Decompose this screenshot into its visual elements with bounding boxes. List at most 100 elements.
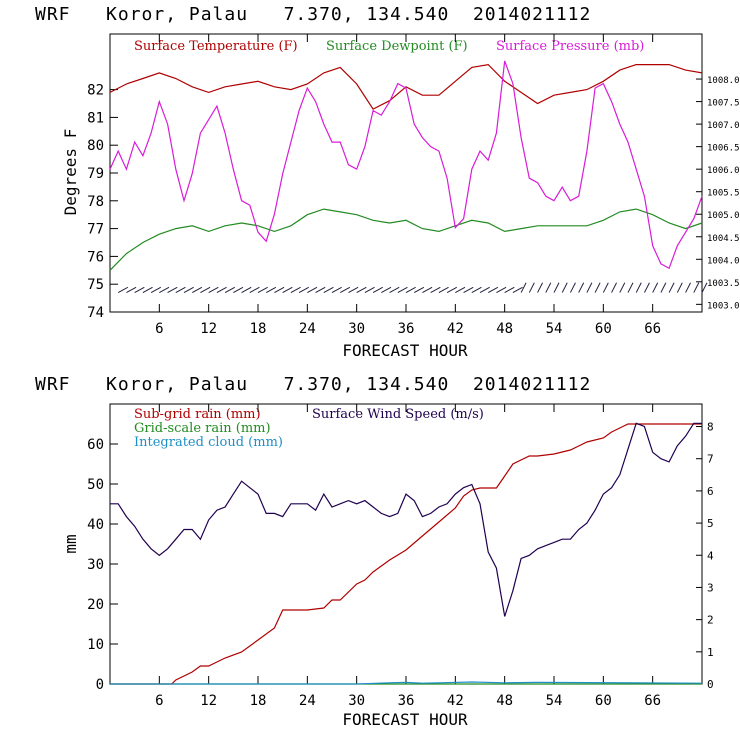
wind-barb — [216, 286, 227, 293]
wind-barb — [257, 286, 268, 293]
wind-barb — [389, 286, 400, 293]
y-tick-label: 30 — [87, 557, 104, 573]
x-tick-label: 54 — [546, 693, 563, 709]
integrated-cloud-line — [110, 681, 703, 685]
y-axis-ticks: 0 10 20 30 40 50 60 — [87, 437, 118, 693]
y-tick-label: 50 — [87, 477, 104, 493]
right-axis-ticks: 0 1 2 3 4 5 6 7 8 — [696, 421, 714, 691]
x-tick-label: 18 — [250, 321, 267, 337]
wind-barb — [381, 286, 392, 293]
wind-barb — [290, 286, 301, 293]
wind-barb — [627, 282, 634, 293]
wind-barb — [520, 282, 527, 293]
x-tick-label: 60 — [595, 321, 612, 337]
x-tick-label: 66 — [644, 693, 661, 709]
right-tick-label: 1007.0 — [707, 121, 740, 131]
wind-barb — [504, 286, 515, 293]
right-tick-label: 2 — [707, 614, 714, 627]
x-tick-label: 6 — [155, 321, 163, 337]
x-axis-ticks: 6 12 18 24 30 36 42 48 54 60 66 — [155, 404, 661, 709]
y-tick-label: 81 — [87, 110, 104, 126]
right-tick-label: 3 — [707, 581, 714, 594]
y-tick-label: 82 — [87, 83, 104, 99]
y-tick-label: 60 — [87, 437, 104, 453]
x-tick-label: 18 — [250, 693, 267, 709]
wind-barb — [430, 286, 441, 293]
right-tick-label: 8 — [707, 421, 714, 434]
pressure-line — [109, 60, 703, 270]
chart-title: WRF Koror, Palau 7.370, 134.540 20140211… — [35, 4, 591, 25]
x-tick-label: 48 — [496, 321, 513, 337]
wind-barb — [652, 282, 659, 293]
wind-barb — [372, 286, 384, 293]
wind-barb — [668, 282, 675, 293]
wind-barb — [249, 286, 260, 293]
plot-frame — [109, 33, 703, 313]
wind-barb — [348, 286, 359, 293]
x-tick-label: 36 — [398, 693, 415, 709]
x-axis-ticks: 6 12 18 24 30 36 42 48 54 60 66 — [155, 34, 661, 337]
right-tick-label: 1004.0 — [707, 256, 740, 266]
wind-barb — [233, 286, 244, 293]
wind-barb — [224, 286, 236, 293]
precipitation-chart-panel: WRF Koror, Palau 7.370, 134.540 20140211… — [0, 370, 740, 740]
dewpoint-line — [109, 208, 703, 271]
legend-temperature: Surface Temperature (F) — [134, 39, 298, 54]
wind-barb — [323, 286, 334, 293]
x-axis-label: FORECAST HOUR — [342, 341, 468, 360]
wind-barb — [150, 286, 162, 293]
wind-barb — [274, 286, 285, 293]
precipitation-chart: WRF Koror, Palau 7.370, 134.540 20140211… — [35, 374, 714, 729]
wind-barb — [701, 282, 708, 293]
series-lines — [109, 60, 703, 271]
series-lines — [110, 422, 703, 685]
wind-barb — [364, 286, 375, 293]
wind-barb — [315, 286, 326, 293]
legend-integrated-cloud: Integrated cloud (mm) — [134, 435, 283, 450]
legend-dewpoint: Surface Dewpoint (F) — [326, 39, 468, 54]
y-tick-label: 20 — [87, 597, 104, 613]
wind-barb — [413, 286, 425, 293]
wind-barb — [200, 286, 211, 293]
wind-barb — [471, 286, 482, 293]
right-tick-label: 1003.0 — [707, 301, 740, 311]
wind-barb — [463, 286, 474, 293]
x-tick-label: 54 — [546, 321, 563, 337]
y-tick-label: 78 — [87, 194, 104, 210]
y-tick-label: 76 — [87, 249, 104, 265]
x-tick-label: 60 — [595, 693, 612, 709]
x-tick-label: 30 — [348, 693, 365, 709]
wind-barb — [126, 286, 137, 293]
x-tick-label: 12 — [200, 693, 217, 709]
right-tick-label: 0 — [707, 678, 714, 691]
wind-barb — [676, 282, 683, 293]
wind-barb — [356, 286, 367, 293]
wind-barb — [142, 286, 153, 293]
wind-barb — [397, 286, 408, 293]
wind-barb — [561, 282, 568, 293]
y-axis-ticks: 74 75 76 77 78 79 80 81 82 — [87, 83, 118, 321]
right-tick-label: 1006.5 — [707, 144, 740, 154]
wind-barb — [446, 286, 458, 293]
x-tick-label: 42 — [447, 693, 464, 709]
y-axis-label: mm — [61, 534, 80, 553]
y-tick-label: 10 — [87, 637, 104, 653]
x-tick-label: 24 — [299, 321, 316, 337]
wind-barb — [487, 286, 499, 293]
temperature-line — [109, 63, 703, 110]
wind-barb — [331, 286, 342, 293]
right-tick-label: 4 — [707, 549, 714, 562]
wind-barb — [183, 286, 194, 293]
right-tick-label: 6 — [707, 485, 714, 498]
y-tick-label: 40 — [87, 517, 104, 533]
wind-barb — [528, 282, 535, 293]
wind-barb — [134, 286, 145, 293]
wind-barb — [159, 286, 170, 293]
x-tick-label: 48 — [496, 693, 513, 709]
legend-pressure: Surface Pressure (mb) — [496, 39, 644, 54]
wind-barb — [455, 286, 466, 293]
wind-barb — [241, 286, 252, 293]
legend-gridscale-rain: Grid-scale rain (mm) — [134, 421, 271, 436]
wind-barb — [553, 282, 560, 293]
wind-barb — [594, 282, 601, 293]
